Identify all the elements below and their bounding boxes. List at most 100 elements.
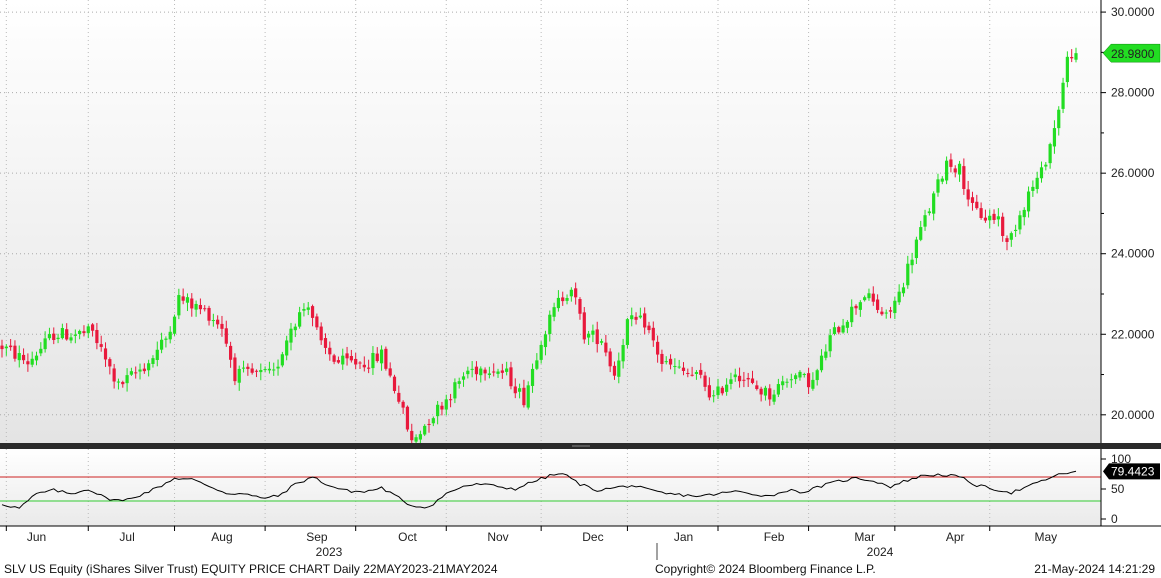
candle-body [341,355,345,365]
candle-body [405,406,410,430]
candle-body [310,306,315,318]
candle-body [906,263,910,286]
candle-body [1070,57,1074,59]
candle-body [457,381,461,384]
candle-body [867,293,871,299]
candle-body [569,289,573,297]
candle-body [772,394,776,402]
x-month-label: Sep [306,530,328,544]
price-axis-tick-label: 30.0000 [1111,5,1155,19]
candle-body [345,353,349,359]
candle-body [841,325,845,333]
candle-body [875,299,880,310]
candle-body [220,323,224,329]
candle-body [1009,233,1013,240]
candle-body [440,405,444,410]
candle-body [720,387,724,394]
candle-body [134,372,138,374]
candle-body [828,335,832,352]
rsi-panel-background [0,449,1101,526]
x-year-label: 2024 [867,545,894,559]
candle-body [983,217,988,221]
candle-body [13,345,17,359]
candle-body [686,372,690,374]
candle-body [513,386,517,394]
candle-body [630,315,634,320]
candle-body [319,326,323,341]
candle-body [509,367,513,387]
candle-body [897,291,901,303]
candle-body [0,345,4,350]
footer-timestamp: 21-May-2024 14:21:29 [1034,562,1155,576]
candle-body [302,308,306,311]
candle-body [4,346,8,349]
candle-body [1057,109,1061,129]
candle-body [103,348,108,360]
candle-body [73,334,77,336]
candle-body [336,360,341,363]
candle-body [587,333,591,338]
candle-body [893,300,897,314]
candle-body [690,374,694,376]
candle-body [729,379,733,384]
candle-body [591,330,595,335]
candle-body [401,401,405,408]
candle-body [953,168,957,173]
candle-body [138,369,142,372]
candle-body [168,331,172,340]
candle-body [957,163,962,175]
candle-body [1022,209,1026,218]
candle-body [733,374,737,378]
candle-body [30,358,34,365]
candle-body [794,375,798,380]
candle-body [643,313,647,328]
candle-body [789,379,793,381]
price-panel-background [0,0,1101,443]
candle-body [617,360,621,377]
candle-body [362,364,366,368]
candle-body [763,387,768,396]
candle-body [694,372,699,374]
candle-body [940,178,944,182]
candle-body [95,329,99,344]
candle-body [1052,128,1057,147]
candle-body [78,330,82,335]
candle-body [461,376,466,380]
candle-body [86,326,90,334]
candle-body [185,297,190,303]
candle-body [854,305,858,309]
candle-body [737,375,742,382]
candle-body [211,320,215,322]
candle-body [970,197,975,203]
candle-body [367,367,371,369]
candle-body [806,373,811,388]
candle-body [673,366,677,368]
candle-body [681,367,686,371]
candle-body [1026,191,1031,212]
candle-body [1061,82,1065,109]
candle-body [1031,186,1035,191]
candle-body [832,327,837,334]
candle-body [496,371,500,374]
candle-body [379,349,384,364]
candle-body [203,308,207,310]
candle-body [99,344,103,347]
candle-body [988,215,992,221]
candle-body [280,354,284,366]
candle-body [52,333,56,341]
candle-body [298,312,302,327]
candle-body [147,363,151,371]
candle-body [427,423,431,425]
candle-body [259,369,263,373]
candle-body [358,362,362,364]
candle-body [996,216,1000,220]
candle-body [392,376,397,391]
x-month-label: Apr [946,530,965,544]
candle-body [436,404,440,417]
candle-body [39,348,43,354]
candle-body [216,319,220,325]
candle-body [871,293,875,302]
candle-body [276,366,280,369]
candle-body [1039,167,1044,179]
candle-body [332,355,336,362]
